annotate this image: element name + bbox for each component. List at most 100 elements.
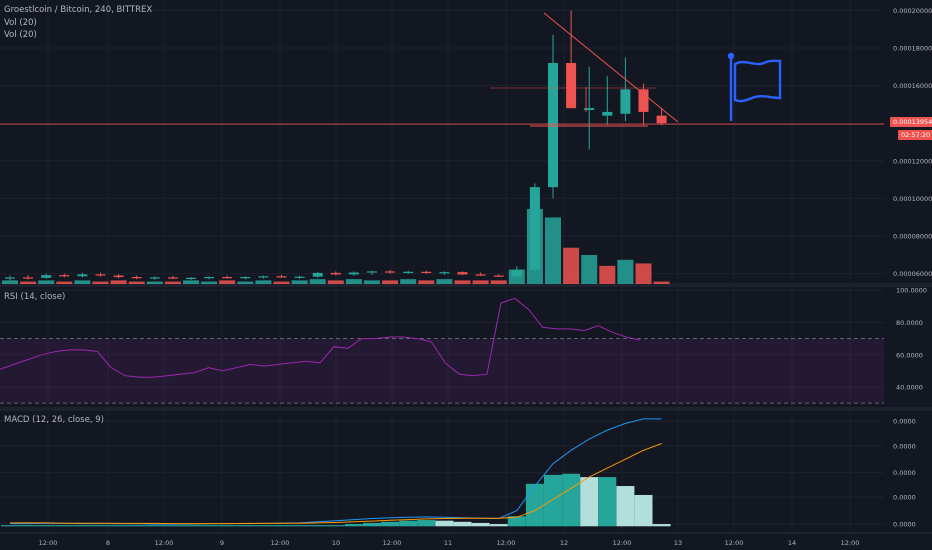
price-axes: 0.00020000 0.00018000 0.00016000 0.00012000… bbox=[893, 7, 932, 529]
volume-bar bbox=[291, 280, 308, 284]
symbol-legend: Groestlcoin / Bitcoin, 240, BITTREX bbox=[4, 5, 153, 15]
macd-tick-label: 0.0000 bbox=[893, 494, 916, 502]
candle-body bbox=[222, 277, 233, 279]
macd-histogram-bar bbox=[381, 521, 400, 527]
volume-bar bbox=[309, 279, 326, 284]
candle-body bbox=[59, 275, 70, 277]
candle-body bbox=[77, 274, 88, 277]
rsi-tick-label: 60.0000 bbox=[896, 351, 923, 359]
volume-bar bbox=[345, 279, 362, 284]
candle-body bbox=[529, 187, 540, 270]
volume-bar bbox=[653, 281, 670, 284]
volume-bar bbox=[2, 280, 18, 284]
macd-histogram-bar bbox=[471, 522, 490, 527]
candle-body bbox=[421, 271, 432, 273]
candle-body bbox=[95, 274, 106, 276]
candle-body bbox=[602, 111, 613, 116]
candle-body bbox=[294, 276, 305, 278]
volume-bar bbox=[436, 279, 453, 284]
macd-histogram-bar bbox=[652, 524, 671, 527]
volume-bar bbox=[255, 280, 272, 284]
candle-body bbox=[131, 277, 142, 279]
price-tick-label: 0.00006000 bbox=[893, 270, 932, 278]
volume-bar bbox=[110, 280, 127, 284]
macd-histogram-bar bbox=[363, 522, 381, 527]
macd-histogram-bar bbox=[308, 525, 327, 527]
candle-body bbox=[403, 271, 414, 273]
macd-histogram-bar bbox=[525, 483, 544, 527]
candle-body bbox=[493, 275, 504, 277]
time-tick-label: 9 bbox=[220, 539, 224, 547]
candle-body bbox=[620, 89, 631, 114]
macd-histogram-bar bbox=[73, 525, 92, 527]
volume-bar bbox=[472, 280, 489, 284]
candle-body bbox=[149, 277, 160, 279]
candle-body bbox=[584, 108, 595, 111]
macd-histogram-bar bbox=[544, 474, 562, 527]
time-tick-label: 8 bbox=[106, 539, 110, 547]
macd-histogram-bar bbox=[598, 477, 617, 527]
macd-histogram-bar bbox=[326, 525, 345, 527]
macd-tick-label: 0.0000 bbox=[893, 442, 916, 450]
volume-bar bbox=[599, 265, 616, 284]
volume-bar bbox=[327, 280, 344, 284]
candle-body bbox=[113, 275, 124, 278]
macd-histogram-bar bbox=[562, 473, 581, 527]
volume-bar bbox=[273, 281, 290, 284]
volume-bar bbox=[219, 280, 236, 284]
descending-trendline bbox=[543, 12, 679, 123]
trend-drawings[interactable] bbox=[0, 12, 884, 127]
volume-bar bbox=[164, 281, 181, 284]
candle-body bbox=[475, 274, 486, 276]
macd-histogram-bar bbox=[616, 486, 635, 527]
candle-body bbox=[240, 277, 251, 279]
volume-bar bbox=[490, 280, 507, 284]
rsi-band bbox=[0, 338, 884, 404]
time-tick-label: 12:00 bbox=[613, 539, 632, 547]
time-tick-label: 12:00 bbox=[271, 539, 290, 547]
volume-legend-2: Vol (20) bbox=[4, 30, 37, 40]
candle-body bbox=[41, 275, 52, 278]
time-tick-label: 12 bbox=[560, 539, 568, 547]
candle-body bbox=[312, 272, 323, 277]
volume-bar bbox=[20, 281, 37, 284]
rsi-legend: RSI (14, close) bbox=[4, 292, 66, 302]
time-tick-label: 12:00 bbox=[155, 539, 174, 547]
time-axis: 12:00 8 12:00 9 12:00 10 12:00 11 12:00 12 12:00 13… bbox=[39, 539, 860, 547]
macd-histogram-bar bbox=[109, 525, 128, 527]
macd-histogram-bar bbox=[200, 525, 219, 527]
macd-histogram-bar bbox=[634, 494, 653, 527]
macd-histogram-bar bbox=[489, 524, 508, 527]
candle-body bbox=[348, 272, 359, 275]
macd-histogram-bar bbox=[399, 520, 418, 527]
candle-body bbox=[258, 276, 269, 278]
volume-bar bbox=[382, 280, 399, 284]
time-tick-label: 14 bbox=[788, 539, 796, 547]
candle-body bbox=[367, 271, 377, 273]
candle-body bbox=[5, 277, 15, 279]
macd-histogram-bar bbox=[37, 525, 56, 527]
price-tick-label: 0.00016000 bbox=[893, 82, 932, 90]
grid-lines bbox=[0, 0, 932, 534]
current-price-tag: 0.00013954 bbox=[890, 117, 932, 127]
flag-cloth bbox=[733, 59, 782, 103]
volume-bar bbox=[563, 247, 580, 284]
price-tick-label: 0.00012000 bbox=[893, 157, 932, 165]
candle-body bbox=[276, 276, 287, 278]
time-tick-label: 11 bbox=[444, 539, 452, 547]
time-tick-label: 12:00 bbox=[497, 539, 516, 547]
volume-bar bbox=[38, 280, 55, 284]
macd-histogram-bar bbox=[218, 525, 237, 527]
candlestick-series bbox=[5, 10, 667, 281]
candle-body bbox=[566, 63, 577, 109]
rsi-tick-label: 80.0000 bbox=[896, 319, 923, 327]
macd-histogram-bar bbox=[182, 525, 200, 527]
volume-bar bbox=[545, 217, 561, 284]
candle-body bbox=[204, 277, 215, 279]
rsi-tick-label: 100.0000 bbox=[896, 287, 927, 295]
candle-body bbox=[548, 63, 558, 188]
macd-histogram-bar bbox=[435, 520, 454, 527]
volume-bar bbox=[74, 280, 91, 284]
price-tick-label: 0.00010000 bbox=[893, 195, 932, 203]
